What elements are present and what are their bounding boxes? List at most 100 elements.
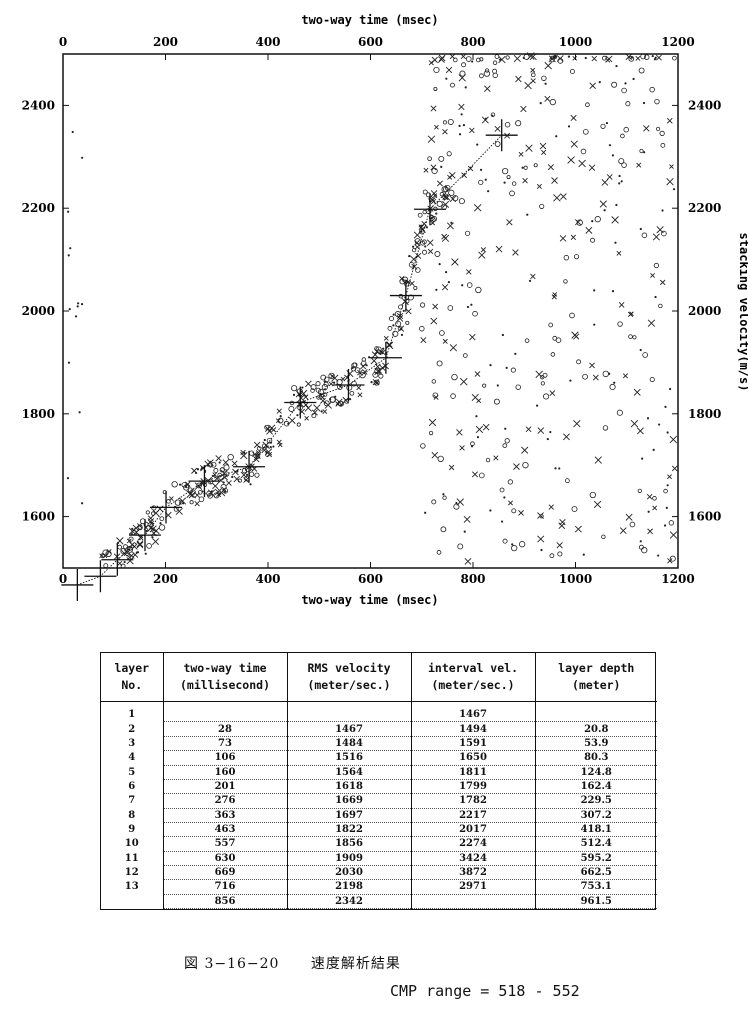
background-pick [483,70,491,77]
table-header-row: layer No. two-way time (millisecond) RMS v… [101,653,657,702]
background-pick [611,81,618,88]
background-pick [374,346,379,351]
background-pick [511,543,514,546]
table-cell: 9 [101,822,164,837]
background-pick [506,175,511,180]
background-pick [559,235,567,242]
background-pick [576,359,582,365]
background-pick [460,53,467,60]
background-pick [277,442,283,448]
background-pick [357,392,363,398]
background-pick [456,498,464,506]
background-pick [500,520,504,523]
background-pick [428,60,434,66]
table-cell: 3424 [411,851,536,866]
background-pick [638,67,645,74]
table-row: 11 630 1909 3424 595.2 [101,851,657,866]
background-pick [430,317,438,325]
background-pick [433,86,438,91]
table-cell: 1467 [287,721,412,737]
background-pick [430,198,437,205]
background-pick [254,453,261,460]
background-pick [554,467,557,470]
background-pick [269,446,272,449]
background-pick [158,524,166,531]
background-pick [492,68,498,74]
background-pick [438,263,441,266]
table-row: 1 1467 [101,701,657,723]
background-pick [515,75,522,83]
background-pick [498,58,502,61]
background-pick [480,247,486,253]
table-cell: 276 [163,793,288,809]
background-pick [649,86,655,93]
background-pick [371,351,379,359]
background-pick [464,230,471,236]
background-pick [463,515,471,523]
table-row: 10 557 1856 2274 512.4 [101,836,657,852]
background-pick [475,286,482,294]
x-tick-label: 600 [358,572,383,586]
background-pick [231,460,238,467]
background-pick [457,543,464,550]
background-pick [433,66,440,74]
table-cell: 8 [101,808,164,823]
background-pick [397,325,405,332]
background-pick [567,125,571,128]
background-pick [218,461,221,464]
background-pick [535,370,543,379]
background-pick [504,121,511,128]
table-cell [163,701,288,723]
background-pick [320,397,326,404]
background-pick [661,209,664,212]
background-pick [553,194,561,202]
x-tick-label: 0 [59,35,67,49]
background-pick [464,86,467,89]
background-pick [241,468,248,474]
table-cell: 2017 [411,822,536,838]
background-pick [601,179,609,186]
x-tick-label: 0 [59,572,67,586]
background-pick [617,321,623,327]
background-pick [465,56,472,62]
x-tick-label: 400 [255,572,280,586]
background-pick [543,393,550,400]
background-pick [292,393,296,396]
background-pick [340,376,346,382]
picked-point [485,119,518,152]
background-pick [632,77,635,81]
background-pick [646,493,653,500]
background-pick [636,162,642,168]
background-pick [186,490,194,498]
background-pick [436,550,442,555]
background-pick [435,212,438,215]
background-pick [440,526,447,533]
background-pick [106,549,112,555]
column-header: interval vel. (meter/sec.) [411,653,536,702]
background-pick [171,481,178,488]
background-pick [388,316,395,322]
x-tick-label: 1200 [661,572,694,586]
background-pick [444,185,448,188]
background-pick [448,171,456,179]
background-pick [619,527,627,535]
background-pick [621,87,627,94]
background-pick [361,360,367,366]
background-pick [569,68,575,74]
background-pick [556,55,564,62]
background-pick [659,130,665,136]
background-pick [136,541,144,549]
background-pick [470,441,475,447]
background-pick [511,545,518,552]
background-pick [367,356,371,359]
table-cell: 557 [163,836,288,852]
background-pick [77,302,80,305]
table-cell: 2971 [411,879,536,895]
background-pick [303,394,309,400]
background-pick [669,164,674,169]
background-pick [264,448,273,456]
background-pick [504,427,507,430]
background-pick [572,55,578,61]
background-pick [279,415,282,418]
background-pick [178,483,182,486]
